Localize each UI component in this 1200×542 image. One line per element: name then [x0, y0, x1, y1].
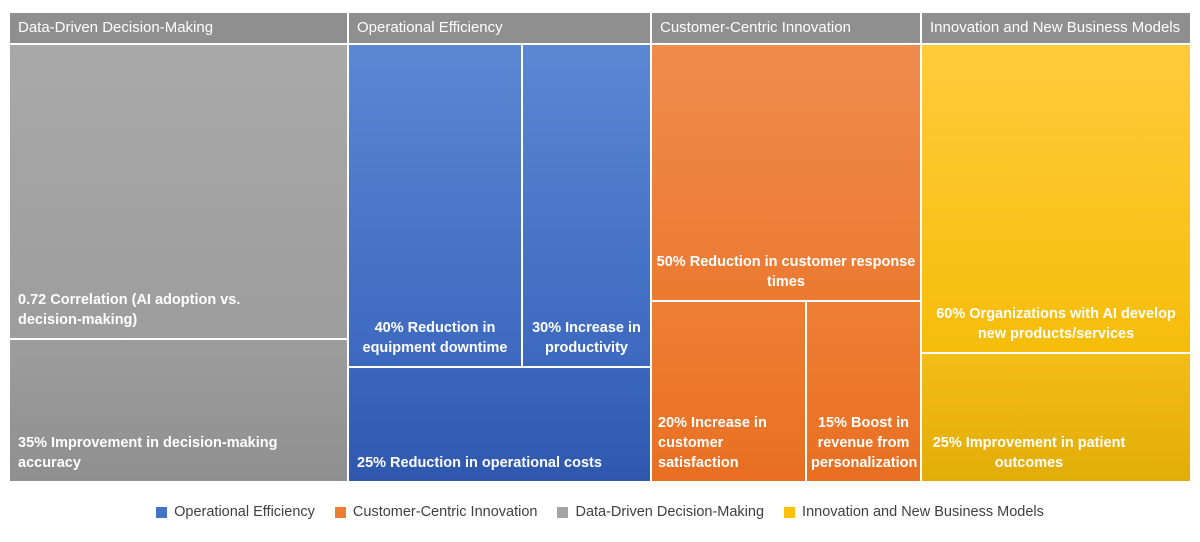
tile-new-products: 60% Organizations with AI develop new pr… — [922, 45, 1190, 352]
tile-response-times: 50% Reduction in customer response times — [652, 45, 920, 300]
group-header-operational: Operational Efficiency — [349, 13, 650, 43]
legend-label: Operational Efficiency — [174, 504, 315, 520]
tile-label: 50% Reduction in customer response times — [656, 254, 916, 290]
tile-equipment-downtime: 40% Reduction in equipment downtime — [349, 45, 521, 366]
tile-patient-outcomes: 25% Improvement in patient outcomes — [922, 354, 1190, 481]
legend-label: Customer-Centric Innovation — [352, 504, 538, 520]
group-header-innovation: Innovation and New Business Models — [922, 13, 1190, 43]
legend-label: Innovation and New Business Models — [802, 504, 1044, 520]
tile-decision-accuracy: 35% Improvement in decision-making accur… — [10, 340, 347, 481]
legend-swatch — [784, 506, 796, 518]
tile-label: 20% Increase in customer satisfaction — [658, 415, 767, 471]
tile-label: 40% Reduction in equipment downtime — [362, 320, 508, 356]
tile-revenue-personalization: 15% Boost in revenue from personalizatio… — [807, 302, 920, 481]
tile-operational-costs: 25% Reduction in operational costs — [349, 368, 650, 481]
legend-item-innovation: Innovation and New Business Models — [784, 504, 1044, 520]
tile-label: 25% Reduction in operational costs — [357, 455, 602, 471]
tile-correlation: 0.72 Correlation (AI adoption vs. decisi… — [10, 45, 347, 338]
legend-item-operational: Operational Efficiency — [156, 504, 315, 520]
tile-label: 0.72 Correlation (AI adoption vs. decisi… — [18, 292, 241, 328]
tile-label: 25% Improvement in patient outcomes — [932, 435, 1126, 471]
tile-productivity: 30% Increase in productivity — [523, 45, 650, 366]
legend-item-customer: Customer-Centric Innovation — [334, 504, 538, 520]
legend: Operational Efficiency Customer-Centric … — [0, 500, 1200, 524]
legend-swatch — [156, 506, 168, 518]
tile-label: 15% Boost in revenue from personalizatio… — [811, 415, 918, 471]
legend-item-data-driven: Data-Driven Decision-Making — [557, 504, 764, 520]
tile-customer-satisfaction: 20% Increase in customer satisfaction — [652, 302, 805, 481]
group-header-data-driven: Data-Driven Decision-Making — [10, 13, 347, 43]
tile-label: 60% Organizations with AI develop new pr… — [936, 306, 1176, 342]
tile-label: 30% Increase in productivity — [532, 320, 641, 356]
tile-label: 35% Improvement in decision-making accur… — [18, 435, 278, 471]
group-header-customer: Customer-Centric Innovation — [652, 13, 920, 43]
legend-swatch — [334, 506, 346, 518]
legend-swatch — [557, 506, 569, 518]
legend-label: Data-Driven Decision-Making — [575, 504, 765, 520]
